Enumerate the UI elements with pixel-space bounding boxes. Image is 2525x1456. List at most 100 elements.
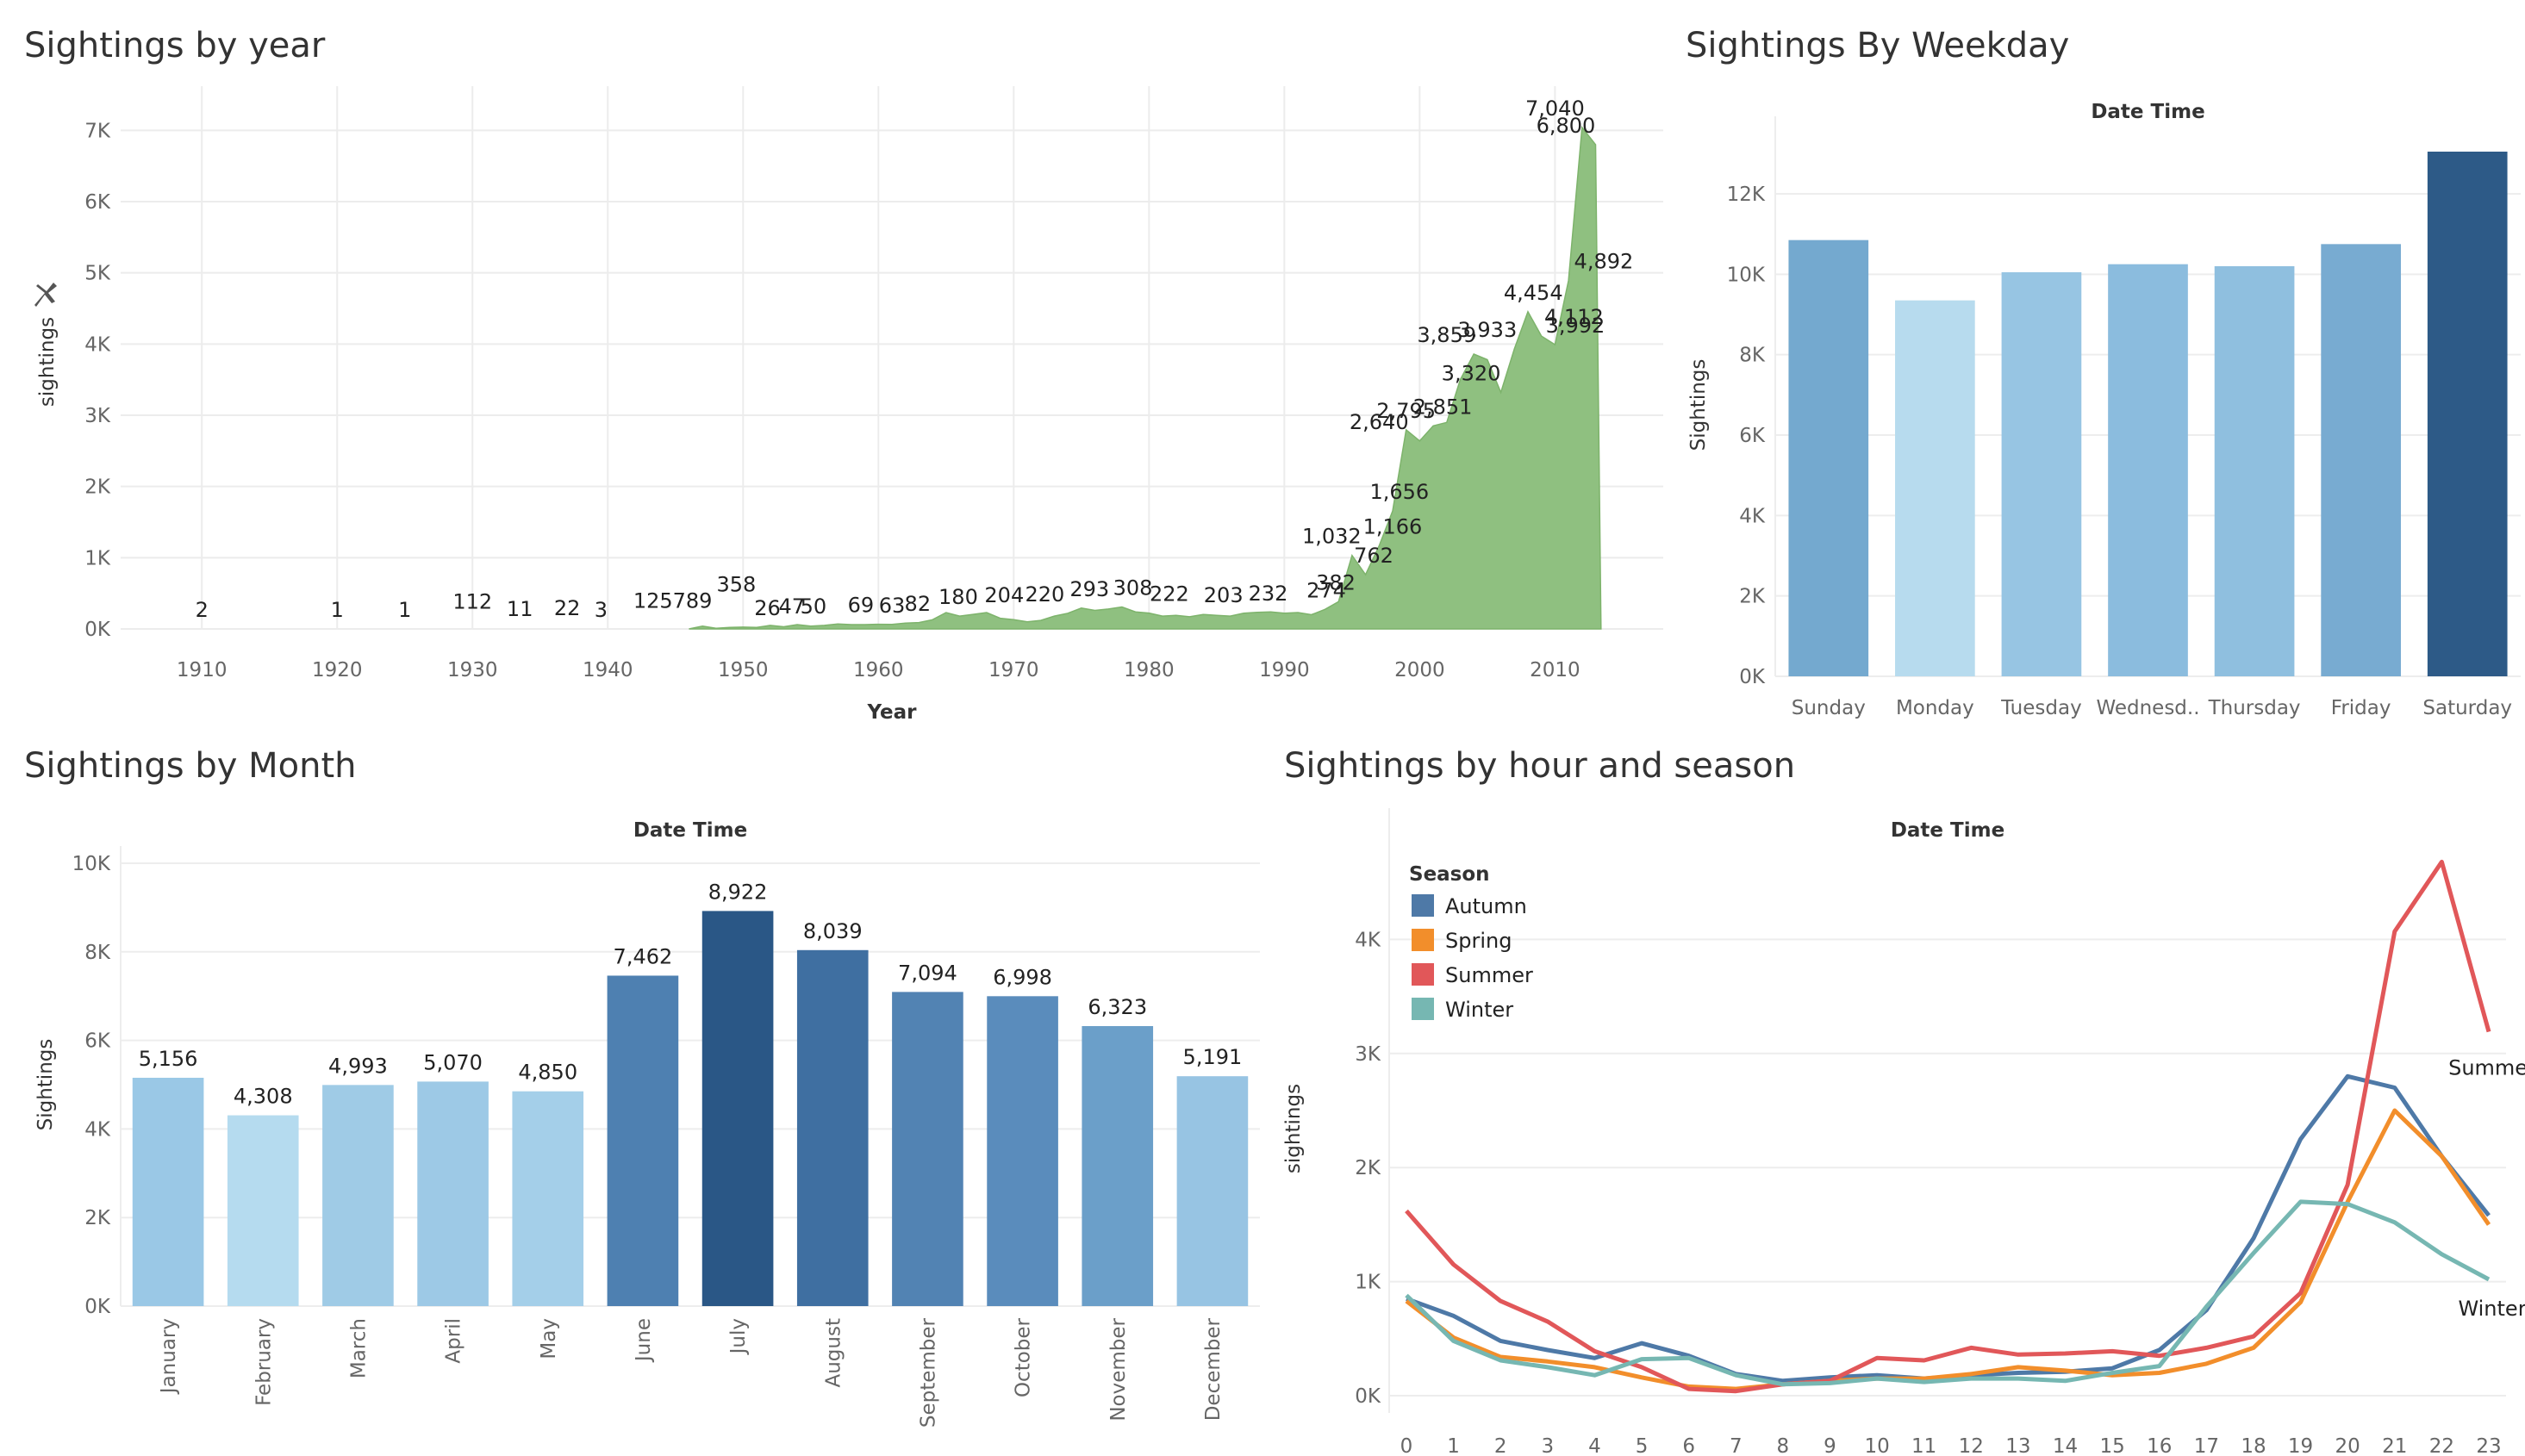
x-tick-label: 23 <box>2476 1435 2501 1456</box>
data-label: 2,795 <box>1376 399 1436 423</box>
x-tick-label: 15 <box>2099 1435 2124 1456</box>
y-tick-label: 10K <box>1727 264 1766 286</box>
y-tick-label: 0K <box>84 619 111 641</box>
data-label: 1 <box>398 598 411 622</box>
bar-value-label: 7,094 <box>898 961 957 985</box>
y-tick-label: 0K <box>84 1296 111 1318</box>
data-label: 3,992 <box>1546 314 1605 338</box>
x-tick-label: 2000 <box>1394 659 1445 681</box>
bar-january <box>132 1077 204 1306</box>
x-tick-label: 14 <box>2053 1435 2078 1456</box>
data-label: 2,851 <box>1413 395 1473 419</box>
data-label: 125789 <box>633 589 713 613</box>
data-label: 47 <box>779 594 806 619</box>
x-tick-label: 1980 <box>1124 659 1175 681</box>
year-area-chart[interactable]: 0K 1K 2K 3K 4K 5K 6K 7K 1910 1920 1930 1940 1950 1960… <box>0 0 1689 741</box>
bar-august <box>796 949 869 1306</box>
y-axis-title: Sightings <box>34 1039 57 1131</box>
data-label: 308 <box>1113 576 1153 600</box>
data-label: 203 <box>1204 583 1244 607</box>
bar-tuesday <box>2001 272 2082 676</box>
y-tick-label: 4K <box>84 1118 111 1141</box>
x-tick-label: 9 <box>1824 1435 1836 1456</box>
x-tick-label: 1 <box>1447 1435 1460 1456</box>
data-label: 11 <box>507 597 533 621</box>
x-tick-label: 1910 <box>177 659 228 681</box>
x-tick-label: 1920 <box>312 659 363 681</box>
bar-value-label: 6,998 <box>993 965 1052 989</box>
y-axis-title: Sightings <box>1687 359 1710 451</box>
data-label: 1,032 <box>1302 525 1362 549</box>
data-label: 4,454 <box>1504 281 1563 305</box>
y-tick-label: 0K <box>1739 666 1766 688</box>
data-label: 293 <box>1069 577 1109 601</box>
chart-title-by-weekday: Sightings By Weekday <box>1686 26 2070 65</box>
y-tick-label: 1K <box>84 547 111 569</box>
data-label: 3 <box>595 598 608 622</box>
legend-swatch-autumn <box>1412 894 1434 917</box>
bar-thursday <box>2214 266 2295 676</box>
x-tick-label: Monday <box>1896 697 1974 719</box>
bar-value-label: 8,039 <box>803 919 863 943</box>
y-tick-label: 3K <box>84 405 111 427</box>
y-axis-title: sightings <box>1282 1084 1305 1173</box>
bar-september <box>892 992 963 1306</box>
weekday-bar-chart[interactable]: 0K 2K 4K 6K 8K 10K 12K Sunday Monday Tuesday Wedne… <box>1680 0 2525 741</box>
data-label: 762 <box>1354 544 1393 568</box>
chart-title-by-year: Sightings by year <box>24 26 326 65</box>
x-tick-label: 7 <box>1730 1435 1743 1456</box>
data-label: 7,040 <box>1525 96 1585 121</box>
x-tick-label: 11 <box>1911 1435 1936 1456</box>
legend-swatch-summer <box>1412 963 1434 986</box>
y-axis-title: sightings <box>36 317 59 407</box>
x-tick-label: 13 <box>2005 1435 2030 1456</box>
x-tick-label: 0 <box>1400 1435 1413 1456</box>
data-label: 220 <box>1026 582 1065 607</box>
bar-value-label: 4,993 <box>328 1054 388 1078</box>
column-header: Date Time <box>633 819 747 842</box>
x-tick-label: 2010 <box>1530 659 1580 681</box>
data-label: 6,800 <box>1537 114 1596 138</box>
chart-title-by-month: Sightings by Month <box>24 746 357 786</box>
legend-swatch-winter <box>1412 998 1434 1020</box>
x-tick-label: 1960 <box>853 659 904 681</box>
area-series-sightings <box>689 126 1602 630</box>
line-series-spring <box>1405 1108 2491 1391</box>
x-tick-label: September <box>917 1317 939 1428</box>
y-tick-label: 7K <box>84 120 111 142</box>
x-tick-label: 17 <box>2194 1435 2219 1456</box>
x-tick-label: Wednesd.. <box>2096 697 2199 719</box>
data-label: 382 <box>1316 570 1356 594</box>
x-tick-label: 1950 <box>718 659 769 681</box>
y-tick-label: 8K <box>1739 345 1766 367</box>
x-tick-label: May <box>538 1318 560 1360</box>
column-header: Date Time <box>1891 819 2004 842</box>
y-tick-label: 2K <box>84 1207 111 1229</box>
data-label: 222 <box>1150 582 1189 607</box>
x-tick-label: Friday <box>2331 697 2391 719</box>
month-bar-chart[interactable]: 0K 2K 4K 6K 8K 10K 5,156 January 4,308 February 4,… <box>0 741 1275 1456</box>
data-label: 180 <box>938 585 978 609</box>
data-label: 2 <box>196 598 209 622</box>
data-label: 358 <box>717 572 757 596</box>
x-tick-label: 6 <box>1682 1435 1695 1456</box>
y-tick-label: 8K <box>84 942 111 964</box>
data-label: 112 <box>452 590 492 614</box>
y-tick-label: 10K <box>72 853 111 875</box>
y-tick-label: 3K <box>1355 1043 1381 1066</box>
line-series-winter <box>1405 1199 2491 1387</box>
y-tick-label: 6K <box>84 191 111 214</box>
data-label: 63 <box>879 594 906 618</box>
data-label: 3,933 <box>1458 318 1518 342</box>
x-tick-label: December <box>1202 1317 1225 1421</box>
bar-value-label: 5,070 <box>423 1050 483 1074</box>
x-tick-label: February <box>253 1318 275 1406</box>
bar-december <box>1176 1076 1249 1306</box>
bar-friday <box>2321 244 2401 676</box>
chart-title-by-hour-season: Sightings by hour and season <box>1284 746 1796 786</box>
x-tick-label: July <box>727 1318 750 1355</box>
x-tick-label: 22 <box>2429 1435 2454 1456</box>
x-axis-title: Year <box>866 701 917 724</box>
y-tick-label: 12K <box>1727 184 1766 206</box>
